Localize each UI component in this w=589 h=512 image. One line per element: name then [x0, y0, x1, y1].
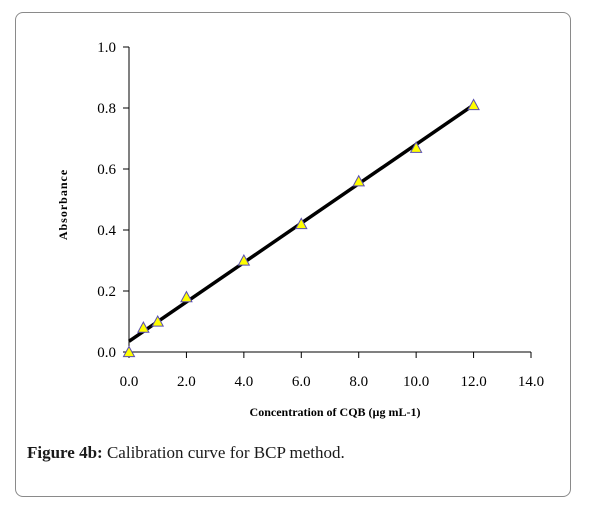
x-tick-label: 4.0	[234, 374, 253, 390]
y-tick-label: 0.8	[97, 101, 116, 117]
data-point	[137, 321, 150, 333]
x-axis-title: Concentration of CQB (µg mL-1)	[250, 405, 421, 419]
x-tick-label: 0.0	[120, 374, 139, 390]
data-point	[352, 174, 366, 187]
y-tick-label: 0.2	[97, 284, 116, 300]
x-tick-label: 2.0	[177, 374, 196, 390]
figure-caption-label: Figure 4b:	[27, 443, 103, 462]
y-tick-label: 1.0	[97, 40, 116, 56]
y-tick-label: 0.4	[97, 223, 116, 239]
x-tick-label: 14.0	[518, 374, 544, 390]
y-axis-title: Absorbance	[56, 169, 70, 240]
x-tick-label: 12.0	[460, 374, 486, 390]
x-tick-label: 8.0	[349, 374, 368, 390]
x-tick-label: 6.0	[292, 374, 311, 390]
figure-caption-text: Calibration curve for BCP method.	[102, 443, 345, 462]
data-point	[294, 217, 308, 230]
data-point	[409, 141, 423, 153]
figure-caption: Figure 4b: Calibration curve for BCP met…	[27, 443, 345, 463]
data-point	[237, 253, 251, 266]
y-tick-label: 0.0	[97, 345, 116, 361]
data-point	[122, 345, 136, 358]
data-point	[151, 314, 165, 327]
figure-frame	[15, 12, 571, 497]
data-point	[467, 98, 480, 111]
x-tick-label: 10.0	[403, 374, 429, 390]
data-point	[180, 290, 193, 303]
calibration-chart: 0.0 0.2 0.4 0.6 0.8 1.0 0.0 2.0 4.0 6.0 8.0 10.0 12.…	[56, 40, 544, 419]
y-tick-label: 0.6	[97, 162, 116, 178]
